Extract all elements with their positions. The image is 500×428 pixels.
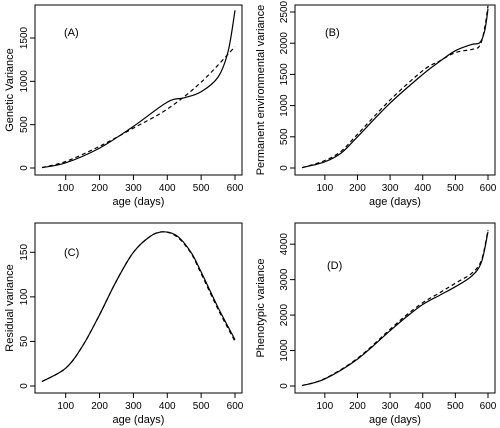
ticks: 100 200 300 400 500 600 0 1000 2000 3000 4000 xyxy=(279,233,497,412)
x-tick-label: 100 xyxy=(57,401,74,412)
x-tick-label: 600 xyxy=(227,401,244,412)
y-axis-label: Phenotypic variance xyxy=(255,258,267,357)
y-axis-label: Permanent environmental variance xyxy=(255,5,267,176)
y-tick-label: 50 xyxy=(19,335,30,347)
panel-b: (B) Permanent environmental variance age… xyxy=(255,0,497,208)
series-line-solid xyxy=(301,231,489,387)
y-tick-label: 0 xyxy=(19,165,30,171)
ticks: 100 200 300 400 500 600 0 500 1000 1500 xyxy=(19,26,244,194)
y-axis-label: Genetic Variance xyxy=(4,48,16,132)
y-tick-label: 0 xyxy=(279,383,290,389)
plot-frame xyxy=(294,4,496,176)
x-tick-label: 300 xyxy=(382,183,399,194)
x-tick-label: 300 xyxy=(125,401,142,412)
x-tick-label: 400 xyxy=(414,401,431,412)
panel-label: (D) xyxy=(327,260,342,272)
x-tick-label: 400 xyxy=(414,183,431,194)
x-tick-label: 200 xyxy=(91,401,108,412)
x-tick-label: 200 xyxy=(91,183,108,194)
x-tick-label: 100 xyxy=(316,183,333,194)
x-tick-label: 600 xyxy=(227,183,244,194)
series-line-solid xyxy=(41,10,236,169)
series-lines xyxy=(301,229,489,387)
y-tick-label: 0 xyxy=(19,383,30,389)
y-tick-label: 2000 xyxy=(279,32,290,55)
y-tick-label: 2000 xyxy=(279,304,290,327)
y-tick-label: 1500 xyxy=(279,63,290,86)
x-tick-label: 600 xyxy=(480,183,497,194)
series-line-solid xyxy=(301,8,489,169)
plot-frame xyxy=(294,222,496,394)
panel-label: (B) xyxy=(325,27,340,39)
x-tick-label: 500 xyxy=(447,183,464,194)
y-tick-label: 1000 xyxy=(19,70,30,93)
x-tick-label: 100 xyxy=(57,183,74,194)
ticks: 100 200 300 400 500 600 0 500 1000 1500 2000 2500 xyxy=(279,0,497,194)
y-tick-label: 1500 xyxy=(19,26,30,49)
ticks: 100 200 300 400 500 600 0 50 100 150 xyxy=(19,244,244,412)
x-tick-label: 200 xyxy=(349,183,366,194)
x-tick-label: 300 xyxy=(382,401,399,412)
panel-d: (D) Phenotypic variance age (days) 100 20… xyxy=(255,222,497,426)
series-lines xyxy=(41,10,236,169)
x-tick-label: 500 xyxy=(193,183,210,194)
series-lines xyxy=(41,231,236,383)
x-tick-label: 600 xyxy=(480,401,497,412)
y-tick-label: 0 xyxy=(279,165,290,171)
y-tick-label: 100 xyxy=(19,288,30,305)
y-tick-label: 3000 xyxy=(279,268,290,291)
y-tick-label: 500 xyxy=(19,116,30,133)
panel-c: (C) Residual variance age (days) 100 200 3… xyxy=(4,222,244,426)
y-tick-label: 4000 xyxy=(279,233,290,256)
x-axis-label: age (days) xyxy=(369,414,421,426)
series-line-dashed xyxy=(301,229,489,387)
y-tick-label: 500 xyxy=(279,128,290,145)
series-line-dashed xyxy=(41,231,236,383)
x-tick-label: 200 xyxy=(349,401,366,412)
y-tick-label: 1000 xyxy=(279,339,290,362)
series-line-dashed xyxy=(301,5,489,169)
x-tick-label: 500 xyxy=(193,401,210,412)
panel-a: (A) Genetic Variance age (days) 100 200 30… xyxy=(4,4,244,208)
x-tick-label: 500 xyxy=(447,401,464,412)
x-axis-label: age (days) xyxy=(369,196,421,208)
x-axis-label: age (days) xyxy=(113,414,165,426)
plot-frame xyxy=(34,222,243,394)
y-tick-label: 2500 xyxy=(279,0,290,23)
x-tick-label: 100 xyxy=(316,401,333,412)
plot-frame xyxy=(34,4,243,176)
x-tick-label: 300 xyxy=(125,183,142,194)
y-tick-label: 150 xyxy=(19,244,30,261)
x-tick-label: 400 xyxy=(159,401,176,412)
x-axis-label: age (days) xyxy=(113,196,165,208)
series-lines xyxy=(301,5,489,169)
series-line-dashed xyxy=(41,46,236,169)
x-tick-label: 400 xyxy=(159,183,176,194)
panel-label: (A) xyxy=(64,27,79,39)
y-tick-label: 1000 xyxy=(279,94,290,117)
panel-label: (C) xyxy=(64,247,79,259)
y-axis-label: Residual variance xyxy=(4,264,16,351)
